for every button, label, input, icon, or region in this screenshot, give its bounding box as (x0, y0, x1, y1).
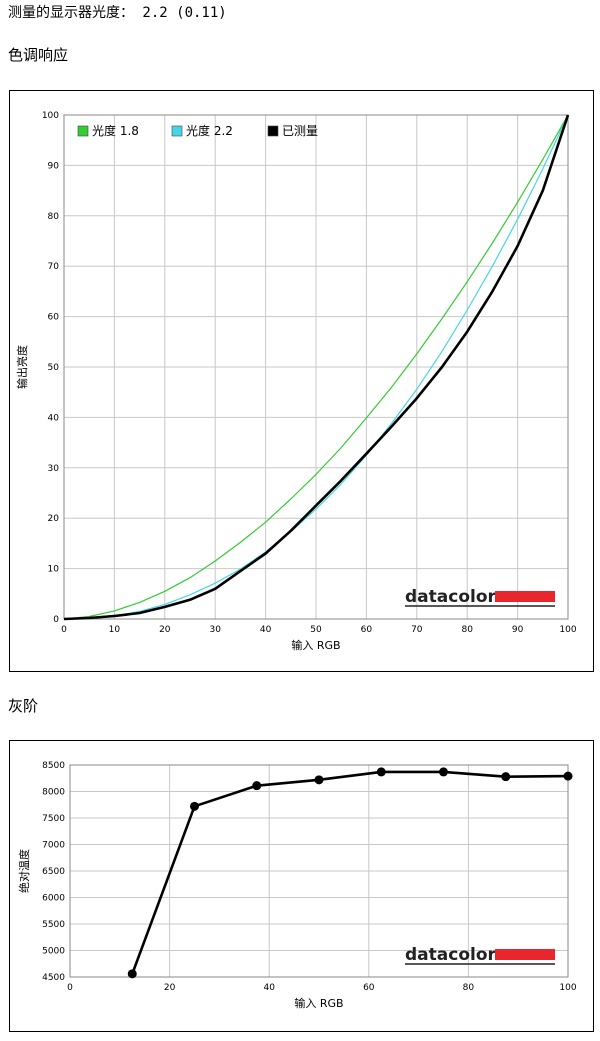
datacolor-logo-text: datacolor (405, 945, 497, 965)
data-point-marker (501, 772, 511, 782)
legend-swatch-3 (267, 125, 279, 137)
x-tick-label: 100 (559, 625, 576, 635)
x-tick-label: 100 (559, 983, 576, 993)
x-tick-label: 50 (310, 625, 322, 635)
y-tick-label: 0 (53, 615, 59, 625)
tone-response-heading: 色调响应 (8, 46, 69, 64)
y-tick-label: 80 (48, 212, 60, 222)
series-line-1 (63, 114, 569, 620)
x-tick-label: 40 (263, 983, 275, 993)
x-axis-title: 输入 RGB (291, 638, 340, 652)
data-point-marker (127, 969, 137, 979)
y-tick-label: 8500 (42, 761, 65, 771)
data-point-marker (252, 781, 262, 791)
y-tick-label: 70 (48, 262, 60, 272)
x-tick-label: 0 (61, 625, 67, 635)
y-tick-label: 6000 (42, 894, 65, 904)
x-tick-label: 20 (159, 625, 171, 635)
y-tick-label: 50 (48, 363, 60, 373)
x-tick-label: 0 (67, 983, 73, 993)
data-point-marker (314, 775, 324, 785)
legend-label-1: 光度 1.8 (92, 123, 139, 138)
y-tick-label: 6500 (42, 867, 65, 877)
grayscale-chart-panel: 0 20 40 60 80 100 4500 5000 5500 6000 6500 7000 7500… (9, 740, 594, 1032)
y-tick-label: 90 (48, 161, 60, 171)
legend-label-3: 已测量 (282, 124, 318, 138)
series-line-1 (131, 770, 569, 975)
y-tick-label: 100 (42, 111, 59, 121)
x-tick-label: 60 (361, 625, 373, 635)
y-tick-label: 5000 (42, 947, 65, 957)
tone-response-chart-panel: 0 10 20 30 40 50 60 70 80 90 100 0 10 20 30 40 50 60 70 80 9… (9, 90, 594, 672)
y-tick-label: 8000 (42, 788, 65, 798)
x-axis-title: 输入 RGB (294, 996, 343, 1010)
datacolor-logo-bar (495, 949, 555, 960)
plot-area-frame (63, 114, 569, 620)
x-tick-label: 30 (209, 625, 221, 635)
y-tick-label: 5500 (42, 920, 65, 930)
plot-area-frame (69, 764, 569, 978)
y-tick-label: 10 (48, 565, 60, 575)
x-tick-label: 20 (164, 983, 176, 993)
x-tick-label: 70 (411, 625, 423, 635)
tone-response-chart: 0 10 20 30 40 50 60 70 80 90 100 0 10 20 30 40 50 60 70 80 9… (15, 111, 577, 652)
grayscale-chart: 0 20 40 60 80 100 4500 5000 5500 6000 6500 7000 7500… (17, 761, 577, 1010)
y-tick-label: 20 (48, 514, 60, 524)
x-tick-label: 90 (512, 625, 524, 635)
legend-swatch-1 (77, 125, 89, 137)
data-point-marker (439, 767, 448, 777)
x-tick-label: 10 (109, 625, 121, 635)
datacolor-logo-text: datacolor (405, 587, 497, 607)
grayscale-heading: 灰阶 (8, 697, 39, 715)
data-point-marker (190, 801, 199, 811)
x-tick-label: 60 (363, 983, 375, 993)
legend-label-2: 光度 2.2 (186, 123, 233, 138)
gamma-measurement-label: 测量的显示器光度： 2.2 (0.11) (8, 5, 227, 21)
series-line-3 (63, 114, 570, 621)
y-tick-label: 4500 (42, 973, 65, 983)
datacolor-logo-bar (495, 591, 555, 602)
legend-swatch-2 (171, 125, 183, 137)
y-axis-title: 绝对温度 (17, 849, 31, 893)
y-tick-label: 40 (48, 413, 60, 423)
series-line-2 (63, 114, 569, 620)
x-tick-label: 80 (463, 983, 475, 993)
y-tick-label: 60 (48, 313, 60, 323)
y-tick-label: 7500 (42, 814, 65, 824)
data-point-marker (563, 771, 573, 781)
y-tick-label: 30 (48, 464, 60, 474)
data-point-marker (376, 767, 386, 777)
x-tick-label: 80 (461, 625, 473, 635)
x-tick-label: 40 (260, 625, 272, 635)
y-tick-label: 7000 (42, 841, 65, 851)
y-axis-title: 输出亮度 (15, 345, 29, 389)
